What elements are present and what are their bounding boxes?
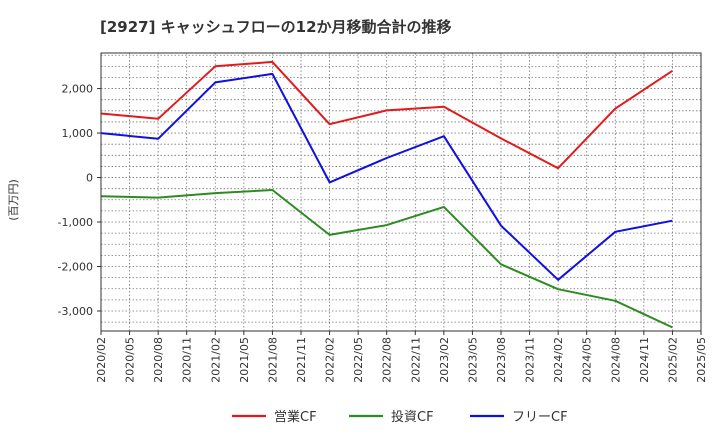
legend-label: フリーCF <box>512 410 568 425</box>
x-tick-label: 2024/11 <box>638 337 651 383</box>
y-tick-label: -1,000 <box>58 216 93 229</box>
x-tick-label: 2023/11 <box>524 337 537 383</box>
x-tick-label: 2021/11 <box>295 337 308 383</box>
x-tick-label: 2023/02 <box>438 337 451 383</box>
series-line-投資CF <box>100 189 673 329</box>
x-tick-label: 2022/05 <box>352 337 365 383</box>
y-tick-label: 2,000 <box>62 83 94 96</box>
legend-label: 営業CF <box>274 409 317 425</box>
x-tick-label: 2023/05 <box>466 337 479 383</box>
y-axis-ticks: 2,000 1,000 0 -1,000 -2,000 -3,000 <box>58 83 101 318</box>
y-tick-label: 1,000 <box>62 127 94 140</box>
series-line-フリーCF <box>100 72 673 281</box>
x-tick-label: 2021/05 <box>238 337 251 383</box>
chart-title: [2927] キャッシュフローの12か月移動合計の推移 <box>100 18 452 36</box>
x-tick-label: 2020/11 <box>181 337 194 383</box>
y-tick-label: -2,000 <box>58 261 93 274</box>
x-tick-label: 2020/08 <box>152 337 165 383</box>
series-lines <box>100 60 673 329</box>
y-tick-label: 0 <box>86 172 93 185</box>
y-tick-label: -3,000 <box>58 305 93 318</box>
x-tick-label: 2024/05 <box>581 337 594 383</box>
x-tick-label: 2023/08 <box>495 337 508 383</box>
x-axis-ticks: 2020/02 2020/05 2020/08 2020/11 2021/02 2021/… <box>95 331 708 383</box>
x-tick-label: 2022/02 <box>324 337 337 383</box>
grid <box>100 53 702 331</box>
plot-area-frame <box>100 52 702 332</box>
x-tick-label: 2024/02 <box>552 337 565 383</box>
x-tick-label: 2020/02 <box>95 337 108 383</box>
legend: 営業CF 投資CF フリーCF <box>232 409 568 425</box>
x-tick-label: 2021/02 <box>209 337 222 383</box>
x-tick-label: 2022/08 <box>381 337 394 383</box>
x-tick-label: 2022/11 <box>409 337 422 383</box>
y-axis-label: (百万円) <box>7 179 20 221</box>
x-tick-label: 2021/08 <box>266 337 279 383</box>
x-tick-label: 2020/05 <box>124 337 137 383</box>
x-tick-label: 2025/02 <box>666 337 679 383</box>
x-tick-label: 2024/08 <box>609 337 622 383</box>
legend-label: 投資CF <box>391 409 434 425</box>
series-line-営業CF <box>100 60 673 170</box>
x-tick-label: 2025/05 <box>695 337 708 383</box>
